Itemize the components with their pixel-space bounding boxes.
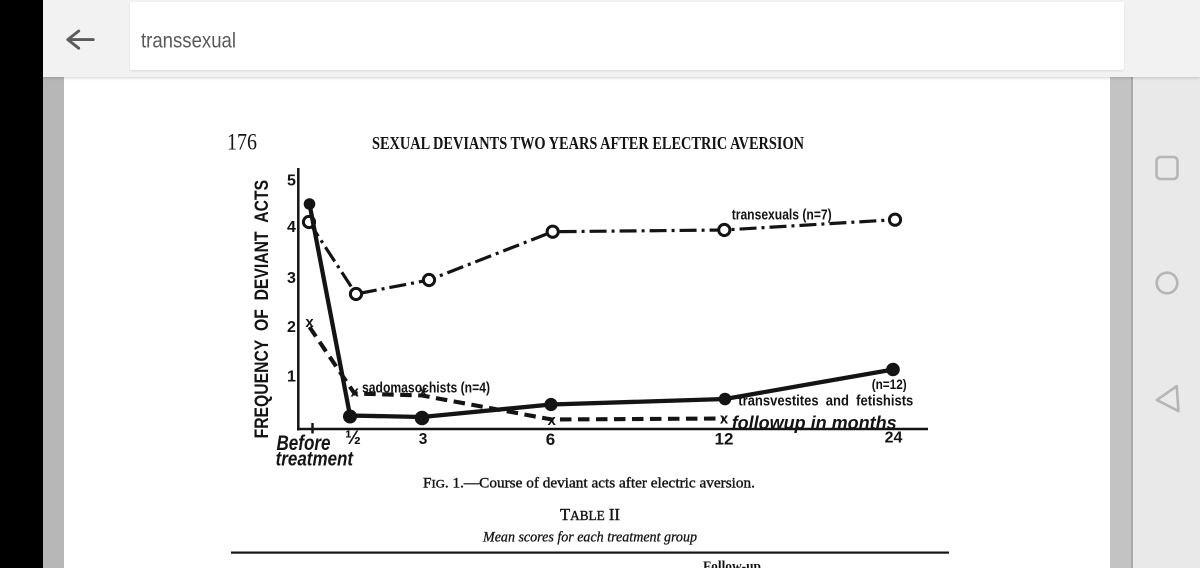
svg-text:24: 24 xyxy=(885,430,903,447)
svg-text:3: 3 xyxy=(419,431,428,448)
svg-text:Follow-up: Follow-up xyxy=(703,559,761,568)
svg-text:followup in months: followup in months xyxy=(732,413,897,433)
svg-text:4: 4 xyxy=(287,219,296,236)
svg-text:x: x xyxy=(419,383,428,400)
svg-text:x: x xyxy=(548,412,557,429)
svg-text:3: 3 xyxy=(287,270,296,287)
svg-text:Before: Before xyxy=(277,431,331,455)
svg-text:FREQUENCY OF DEVIANT ACTS: FREQUENCY OF DEVIANT ACTS xyxy=(252,180,273,439)
svg-text:(n=12): (n=12) xyxy=(872,377,907,392)
svg-text:transexuals (n=7): transexuals (n=7) xyxy=(732,208,832,224)
svg-text:Mean scores for each treatment: Mean scores for each treatment group xyxy=(482,530,697,546)
svg-text:x: x xyxy=(351,384,360,401)
svg-text:5: 5 xyxy=(287,173,296,190)
svg-text:176: 176 xyxy=(227,130,257,155)
svg-text:FIG. 1.—Course of deviant acts: FIG. 1.—Course of deviant acts after ele… xyxy=(423,476,755,492)
svg-text:treatment: treatment xyxy=(276,448,355,470)
svg-text:transvestites and fetishists: transvestites and fetishists xyxy=(738,394,913,410)
svg-text:SEXUAL DEVIANTS TWO YEARS AFTE: SEXUAL DEVIANTS TWO YEARS AFTER ELECTRIC… xyxy=(372,133,804,153)
svg-text:TABLE II: TABLE II xyxy=(560,505,620,524)
svg-text:12: 12 xyxy=(715,430,734,449)
svg-text:x: x xyxy=(305,314,314,331)
svg-text:½: ½ xyxy=(345,428,361,449)
svg-text:sadomasochists (n=4): sadomasochists (n=4) xyxy=(362,380,490,397)
svg-text:transsexual: transsexual xyxy=(141,30,236,53)
svg-text:1: 1 xyxy=(287,369,296,386)
svg-text:x: x xyxy=(720,411,729,428)
svg-text:2: 2 xyxy=(287,319,296,336)
svg-text:6: 6 xyxy=(546,430,555,449)
